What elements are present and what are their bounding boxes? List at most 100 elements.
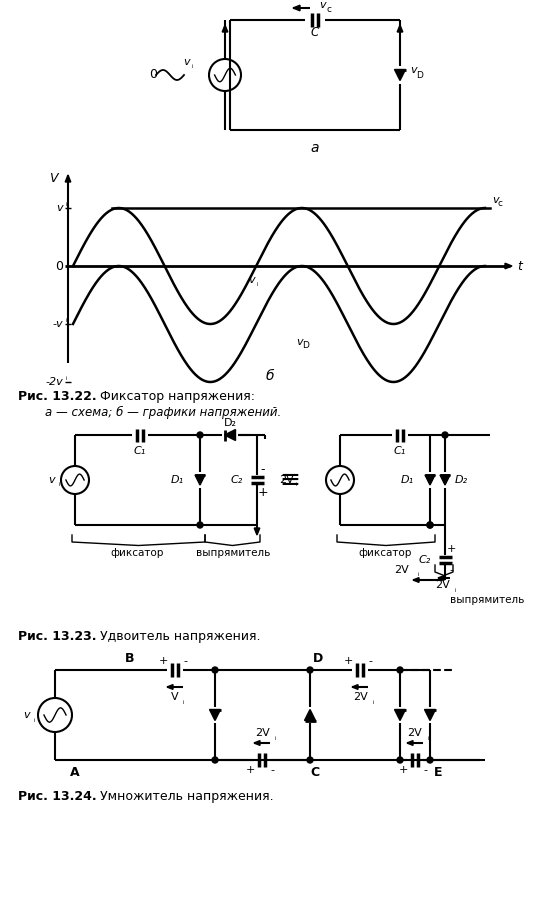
Text: а — схема; б — графики напряжений.: а — схема; б — графики напряжений. (45, 406, 281, 419)
Polygon shape (195, 475, 205, 485)
Text: фиксатор: фиксатор (110, 548, 164, 558)
Text: Удвоитель напряжения.: Удвоитель напряжения. (96, 630, 260, 643)
Text: V: V (49, 172, 58, 185)
Circle shape (307, 757, 313, 763)
Text: D₂: D₂ (455, 475, 468, 485)
Text: -2v: -2v (45, 377, 63, 387)
Text: -: - (183, 656, 187, 666)
Text: а: а (311, 141, 320, 155)
Polygon shape (352, 684, 358, 689)
Text: 2V: 2V (353, 692, 367, 702)
Text: +: + (158, 656, 168, 666)
Circle shape (427, 757, 433, 763)
Text: 2V: 2V (394, 565, 409, 575)
Text: V: V (171, 692, 179, 702)
Circle shape (197, 432, 203, 438)
Text: A: A (70, 765, 80, 778)
Text: E: E (434, 765, 442, 778)
Polygon shape (209, 710, 221, 721)
Text: C: C (311, 26, 319, 39)
Polygon shape (395, 69, 405, 81)
Circle shape (397, 757, 403, 763)
Circle shape (212, 757, 218, 763)
Text: выпрямитель: выпрямитель (450, 595, 524, 605)
Polygon shape (505, 264, 512, 269)
Text: v: v (296, 337, 303, 347)
Text: C₂: C₂ (231, 475, 243, 485)
Text: -v: -v (53, 319, 63, 329)
Polygon shape (425, 475, 435, 485)
Text: -: - (261, 464, 265, 476)
Polygon shape (222, 25, 228, 32)
Polygon shape (65, 175, 71, 182)
Text: -: - (423, 765, 427, 775)
Polygon shape (438, 575, 444, 581)
Text: выпрямитель: выпрямитель (196, 548, 270, 558)
Text: ≡: ≡ (279, 468, 301, 492)
Polygon shape (397, 25, 403, 32)
Text: D₂: D₂ (223, 418, 236, 428)
Text: ᵢ: ᵢ (274, 733, 276, 742)
Text: ᵢ: ᵢ (66, 315, 67, 325)
Circle shape (197, 522, 203, 528)
Text: +: + (446, 544, 456, 554)
Text: -: - (449, 565, 453, 575)
Polygon shape (413, 577, 419, 583)
Text: ᵢ: ᵢ (417, 570, 419, 578)
Text: D₁: D₁ (171, 475, 184, 485)
Polygon shape (395, 710, 405, 721)
Text: v: v (320, 0, 326, 10)
Text: D: D (313, 652, 323, 664)
Text: ᵢ: ᵢ (372, 696, 374, 705)
Polygon shape (224, 429, 236, 441)
Text: б: б (266, 369, 274, 383)
Text: 2V: 2V (255, 728, 270, 738)
Text: +: + (245, 765, 255, 775)
Text: v: v (492, 195, 499, 205)
Text: D: D (417, 71, 424, 79)
Text: 2V: 2V (434, 580, 449, 590)
Text: Умножитель напряжения.: Умножитель напряжения. (96, 790, 274, 803)
Text: -: - (368, 656, 372, 666)
Circle shape (442, 432, 448, 438)
Circle shape (427, 522, 433, 528)
Circle shape (307, 667, 313, 673)
Text: v: v (56, 203, 63, 213)
Polygon shape (304, 710, 316, 721)
Polygon shape (254, 528, 260, 535)
Text: ᵢ: ᵢ (191, 62, 193, 71)
Text: ᵢ: ᵢ (427, 733, 429, 742)
Circle shape (212, 667, 218, 673)
Text: 2V: 2V (408, 728, 423, 738)
Text: C₂: C₂ (419, 555, 431, 565)
Circle shape (397, 667, 403, 673)
Text: ᵢ: ᵢ (295, 480, 296, 488)
Text: v: v (24, 710, 30, 720)
Text: 0: 0 (55, 259, 63, 273)
Text: t: t (518, 259, 523, 273)
Text: v: v (249, 275, 255, 285)
Text: +: + (343, 656, 353, 666)
Text: -: - (270, 765, 274, 775)
Text: ᵢ: ᵢ (59, 480, 60, 488)
Text: v: v (184, 57, 190, 67)
Polygon shape (254, 741, 260, 745)
Text: v: v (411, 65, 417, 75)
Text: ᵢ: ᵢ (33, 714, 35, 724)
Polygon shape (407, 741, 413, 745)
Polygon shape (167, 684, 173, 689)
Text: 0: 0 (149, 68, 157, 82)
Text: 2V: 2V (279, 475, 294, 485)
Polygon shape (293, 5, 300, 11)
Circle shape (427, 522, 433, 528)
Text: Рис. 13.24.: Рис. 13.24. (18, 790, 97, 803)
Text: +: + (398, 765, 408, 775)
Text: ᵢ: ᵢ (256, 279, 258, 288)
Text: Рис. 13.23.: Рис. 13.23. (18, 630, 97, 643)
Text: ᵢ: ᵢ (454, 584, 456, 594)
Text: v: v (48, 475, 55, 485)
Text: c: c (326, 5, 331, 14)
Text: +: + (258, 485, 268, 498)
Text: D: D (302, 342, 309, 351)
Text: ᵢ: ᵢ (66, 374, 67, 383)
